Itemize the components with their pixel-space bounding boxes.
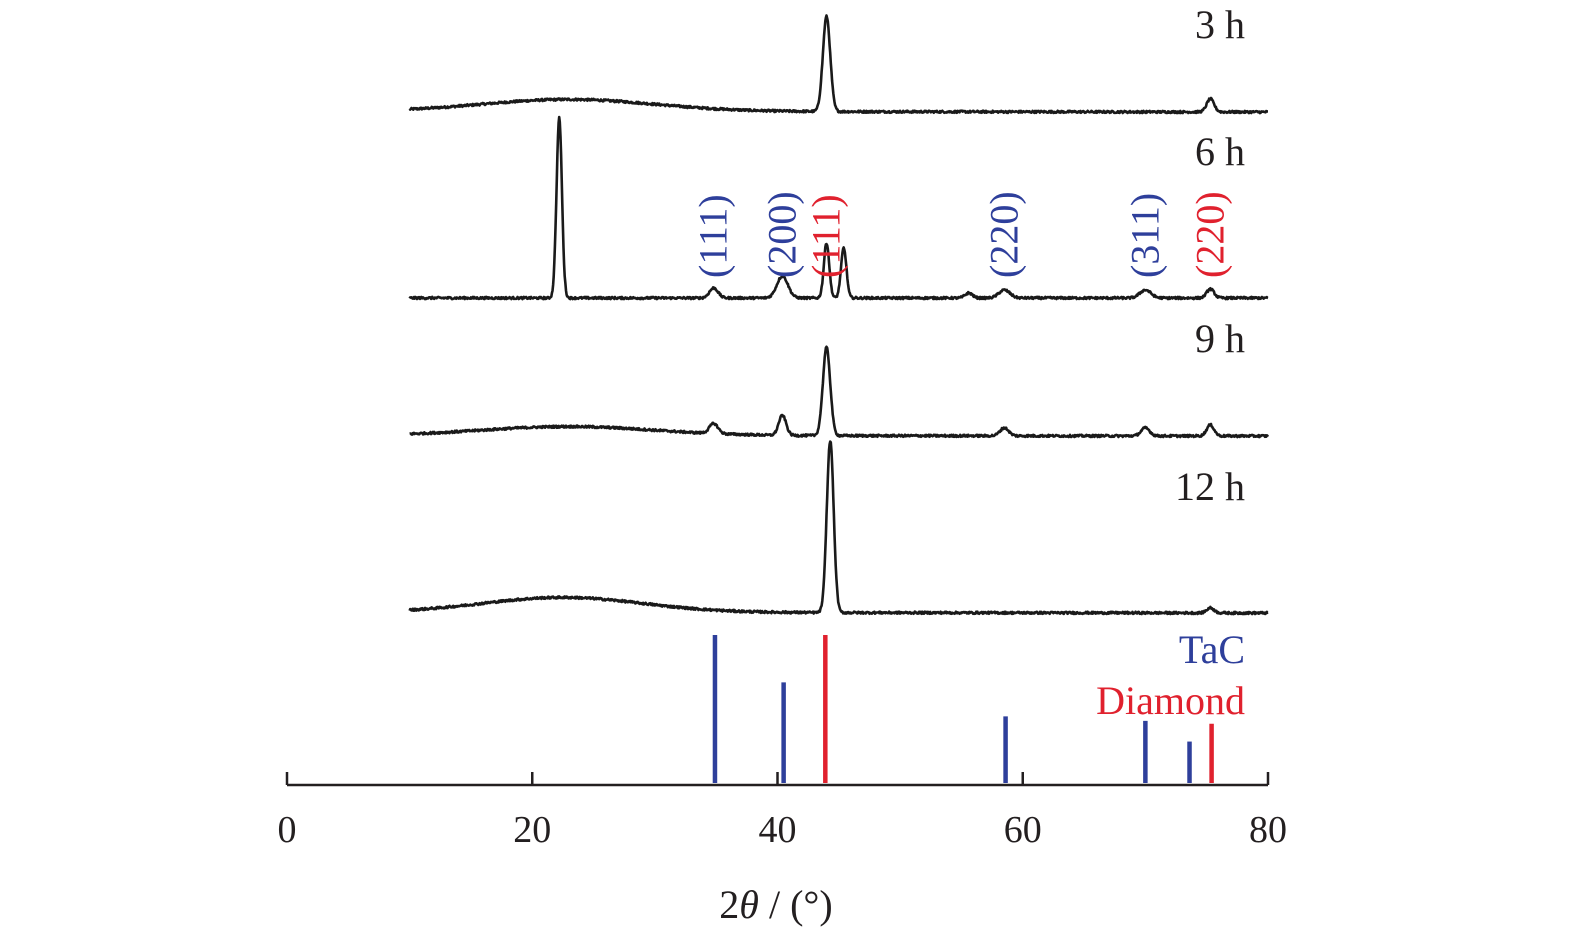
x-axis-title: 2θ / (°) [719,882,832,927]
hkl-label: (111) [804,194,849,278]
time-label: 3 h [1195,2,1245,47]
x-axis-title-prefix: 2 [719,882,739,927]
hkl-labels: (111) (200) (111) (220) (311) (220) [691,191,1233,278]
xrd-trace-12h [408,440,1269,616]
xrd-traces [408,14,1270,616]
x-axis-title-theta: θ [739,882,759,927]
xrd-trace-6h [408,115,1269,301]
x-tick-label: 20 [513,809,551,851]
hkl-label: (220) [1187,191,1232,278]
x-tick-label: 80 [1249,809,1287,851]
hkl-label: (311) [1122,193,1167,278]
time-label: 6 h [1195,129,1245,174]
x-tick-label: 0 [278,809,297,851]
hkl-label: (200) [759,191,804,278]
x-axis: 0 20 40 60 80 [278,772,1287,851]
legend: TaC Diamond [1096,627,1245,723]
xrd-trace-3h [408,14,1269,115]
time-label: 9 h [1195,316,1245,361]
xrd-trace-9h [408,345,1270,439]
legend-item-tac: TaC [1179,627,1245,672]
time-labels: 3 h 6 h 9 h 12 h [1175,2,1245,509]
legend-item-diamond: Diamond [1096,678,1245,723]
hkl-label: (111) [691,194,736,278]
x-tick-label: 40 [759,809,797,851]
reference-lines [712,635,1214,783]
x-axis-title-suffix: / (°) [759,882,833,927]
hkl-label: (220) [981,191,1026,278]
time-label: 12 h [1175,464,1245,509]
x-tick-label: 60 [1004,809,1042,851]
